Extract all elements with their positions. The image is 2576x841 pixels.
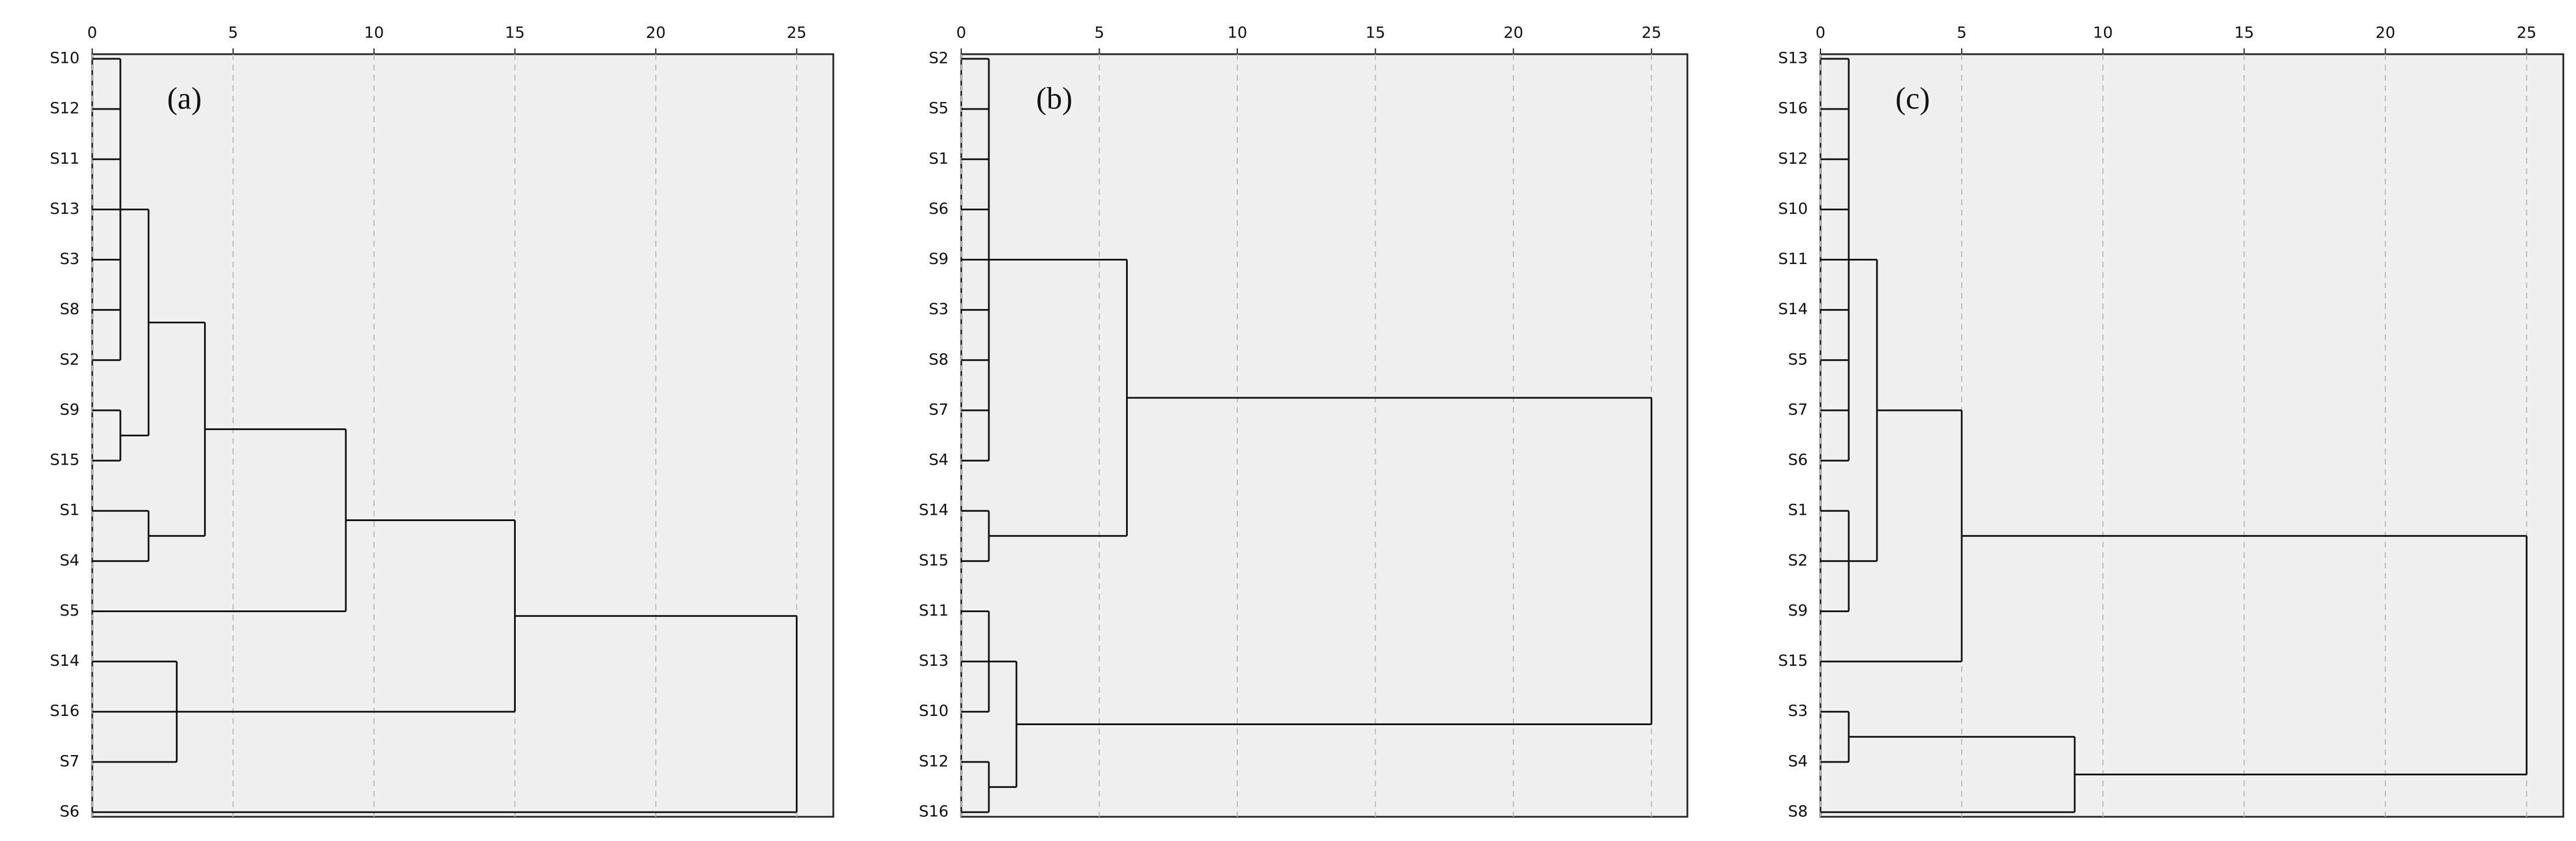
leaf-label: S12: [50, 100, 80, 118]
leaf-label: S7: [60, 752, 80, 770]
leaf-label: S11: [1778, 250, 1808, 268]
leaf-label: S11: [50, 150, 80, 168]
x-tick-label: 20: [2375, 24, 2395, 42]
leaf-label: S8: [60, 300, 80, 318]
leaf-label: S8: [1788, 803, 1808, 821]
x-tick-label: 0: [1815, 24, 1825, 42]
leaf-label: S12: [1778, 150, 1808, 168]
leaf-label: S15: [50, 451, 80, 469]
leaf-label: S15: [1778, 652, 1808, 670]
x-tick-label: 15: [1365, 24, 1385, 42]
x-tick-label: 0: [956, 24, 966, 42]
leaf-label: S9: [1788, 602, 1808, 620]
leaf-label: S14: [1778, 300, 1808, 318]
leaf-label: S16: [50, 702, 80, 720]
leaf-label: S2: [1788, 552, 1808, 570]
x-tick-label: 0: [87, 24, 97, 42]
x-tick-label: 25: [2517, 24, 2536, 42]
leaf-label: S1: [60, 501, 80, 519]
leaf-label: S14: [919, 501, 949, 519]
x-tick-label: 15: [505, 24, 524, 42]
leaf-label: S2: [60, 350, 80, 368]
panel-label: (b): [1036, 81, 1072, 115]
plot-area: [960, 53, 1689, 818]
leaf-label: S6: [1788, 451, 1808, 469]
dendrogram-panel: 0 5 10 15 20 25 S10 S12 S11 S13 S3 S8 S2 S9 S15 S1 S4 S5 S…: [50, 24, 834, 821]
leaf-label: S3: [1788, 702, 1808, 720]
leaf-label: S16: [919, 803, 949, 821]
leaf-label: S1: [929, 150, 949, 168]
leaf-label: S3: [60, 250, 80, 268]
leaf-label: S1: [1788, 501, 1808, 519]
dendrogram-panel: 0 5 10 15 20 25 S2 S5 S1 S6 S9 S3 S8 S7 S4 S14 S15 S11 S13…: [919, 24, 1689, 821]
leaf-label: S6: [60, 803, 80, 821]
leaf-label: S5: [1788, 350, 1808, 368]
leaf-label: S2: [929, 50, 949, 67]
x-tick-label: 5: [228, 24, 238, 42]
leaf-label: S10: [919, 702, 949, 720]
plot-area: [1819, 53, 2564, 818]
leaf-label: S7: [929, 401, 949, 418]
x-tick-label: 15: [2234, 24, 2254, 42]
x-tick-label: 20: [1504, 24, 1523, 42]
leaf-label: S8: [929, 350, 949, 368]
leaf-label: S3: [929, 300, 949, 318]
panel-label: (c): [1895, 81, 1930, 115]
leaf-label: S7: [1788, 401, 1808, 418]
x-tick-label: 10: [364, 24, 384, 42]
x-tick-label: 25: [1642, 24, 1661, 42]
leaf-label: S5: [929, 100, 949, 118]
leaf-label: S13: [1778, 50, 1808, 67]
leaf-label: S10: [50, 50, 80, 67]
leaf-label: S6: [929, 200, 949, 218]
x-tick-label: 25: [787, 24, 806, 42]
leaf-label: S11: [919, 602, 949, 620]
plot-area: [91, 53, 834, 818]
x-tick-label: 5: [1094, 24, 1104, 42]
leaf-label: S14: [50, 652, 80, 670]
dendrogram-panel: 0 5 10 15 20 25 S13 S16 S12 S10 S11 S14 S5 S7 S6 S1 S2 S9…: [1778, 24, 2564, 821]
leaf-label: S16: [1778, 100, 1808, 118]
leaf-label: S4: [929, 451, 949, 469]
leaf-label: S5: [60, 602, 80, 620]
x-tick-label: 10: [2093, 24, 2113, 42]
x-tick-label: 20: [646, 24, 666, 42]
leaf-label: S10: [1778, 200, 1808, 218]
leaf-label: S4: [60, 552, 80, 570]
leaf-label: S9: [60, 401, 80, 418]
leaf-label: S13: [50, 200, 80, 218]
panel-label: (a): [167, 81, 202, 115]
leaf-label: S13: [919, 652, 949, 670]
leaf-label: S12: [919, 752, 949, 770]
leaf-label: S4: [1788, 752, 1808, 770]
x-tick-label: 10: [1227, 24, 1247, 42]
leaf-label: S15: [919, 552, 949, 570]
leaf-label: S9: [929, 250, 949, 268]
x-tick-label: 5: [1956, 24, 1966, 42]
